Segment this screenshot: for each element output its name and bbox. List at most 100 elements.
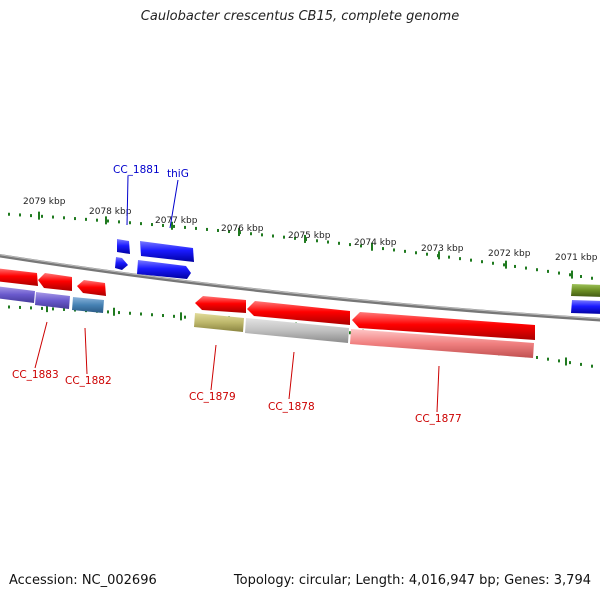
gene-label-cc-1879: CC_1879 <box>189 391 236 403</box>
minor-tick <box>63 307 65 311</box>
minor-tick <box>129 311 131 315</box>
minor-tick <box>349 243 351 247</box>
gene-forward-right[interactable] <box>571 300 600 314</box>
major-tick <box>38 211 40 220</box>
major-tick <box>180 312 182 321</box>
minor-tick <box>514 264 516 268</box>
major-tick <box>505 260 507 269</box>
scale-label: 2074 kbp <box>354 238 397 248</box>
minor-tick <box>547 357 549 361</box>
scale-label: 2077 kbp <box>155 216 198 226</box>
minor-tick <box>41 306 43 310</box>
minor-tick <box>41 214 43 218</box>
minor-tick <box>107 219 109 223</box>
minor-tick <box>503 263 505 267</box>
minor-tick <box>547 269 549 273</box>
gene-cc-1879[interactable] <box>194 313 244 332</box>
minor-tick <box>8 212 10 216</box>
minor-tick <box>481 260 483 264</box>
minor-tick <box>173 314 175 318</box>
minor-tick <box>448 255 450 259</box>
gene-olive-right[interactable] <box>571 284 600 297</box>
minor-tick <box>459 257 461 261</box>
gene-label-cc-1883: CC_1883 <box>12 369 59 381</box>
minor-tick <box>151 313 153 317</box>
minor-tick <box>261 233 263 237</box>
gene-red-right[interactable] <box>352 312 535 340</box>
gene-cc-1878[interactable] <box>245 318 349 343</box>
minor-tick <box>19 213 21 217</box>
gene-red-mid[interactable] <box>195 296 246 313</box>
minor-tick <box>316 239 318 243</box>
gene-red-mid-2[interactable] <box>247 301 350 325</box>
minor-tick <box>162 314 164 318</box>
gene-red-left-3[interactable] <box>77 280 106 296</box>
gene-forward-next[interactable] <box>137 260 191 279</box>
scale-label: 2076 kbp <box>221 224 264 234</box>
major-tick <box>113 307 115 316</box>
scale-label: 2073 kbp <box>421 244 464 254</box>
gene-cc-1877[interactable] <box>350 329 534 358</box>
minor-tick <box>415 251 417 255</box>
forward-strand-genes <box>115 239 600 314</box>
minor-tick <box>118 220 120 224</box>
gene-thig[interactable] <box>140 241 194 262</box>
minor-tick <box>404 249 406 253</box>
minor-tick <box>151 223 153 227</box>
minor-tick <box>173 224 175 228</box>
major-tick <box>171 221 173 230</box>
minor-tick <box>140 312 142 316</box>
minor-tick <box>536 268 538 272</box>
minor-tick <box>360 244 362 248</box>
gene-cc-1883-b[interactable] <box>35 292 70 309</box>
scale-label: 2078 kbp <box>89 207 132 217</box>
minor-tick <box>96 218 98 222</box>
major-tick <box>238 228 240 237</box>
gene-cc-1881[interactable] <box>117 239 130 254</box>
minor-tick <box>580 274 582 278</box>
minor-tick <box>426 252 428 256</box>
minor-tick <box>19 305 21 309</box>
minor-tick <box>558 359 560 363</box>
scale-label: 2075 kbp <box>288 231 331 241</box>
minor-tick <box>525 266 527 270</box>
minor-tick <box>569 361 571 365</box>
topology-summary: Topology: circular; Length: 4,016,947 bp… <box>233 573 591 588</box>
gene-label-cc-1877: CC_1877 <box>415 413 462 425</box>
backbone <box>0 254 600 322</box>
major-tick <box>46 304 48 313</box>
major-tick <box>438 251 440 260</box>
minor-tick <box>250 232 252 236</box>
gene-label-cc-1881: CC_1881 <box>113 164 160 176</box>
minor-tick <box>184 225 186 229</box>
minor-tick <box>85 217 87 221</box>
gene-cc-1881-fragment[interactable] <box>115 257 128 270</box>
minor-tick <box>8 305 10 309</box>
minor-tick <box>184 315 186 319</box>
minor-tick <box>382 247 384 251</box>
major-tick <box>304 234 306 243</box>
gene-cc-1882[interactable] <box>72 297 104 313</box>
scale-label: 2072 kbp <box>488 249 531 259</box>
minor-tick <box>195 226 197 230</box>
minor-tick <box>294 236 296 240</box>
scale-label: 2071 kbp <box>555 253 598 263</box>
accession-text: Accession: NC_002696 <box>9 573 157 588</box>
major-tick <box>565 357 567 366</box>
minor-tick <box>569 273 571 277</box>
gene-red-left[interactable] <box>0 268 38 286</box>
gene-label-cc-1878: CC_1878 <box>268 401 315 413</box>
minor-tick <box>580 362 582 366</box>
major-tick <box>571 270 573 279</box>
minor-tick <box>327 240 329 244</box>
gene-red-left-2[interactable] <box>38 273 72 291</box>
minor-tick <box>591 276 593 280</box>
gene-cc-1883[interactable] <box>0 286 35 303</box>
minor-tick <box>558 271 560 275</box>
gene-label-thig: thiG <box>167 168 189 180</box>
minor-tick <box>107 310 109 314</box>
minor-tick <box>30 306 32 310</box>
minor-tick <box>591 364 593 368</box>
scale-label: 2079 kbp <box>23 197 66 207</box>
